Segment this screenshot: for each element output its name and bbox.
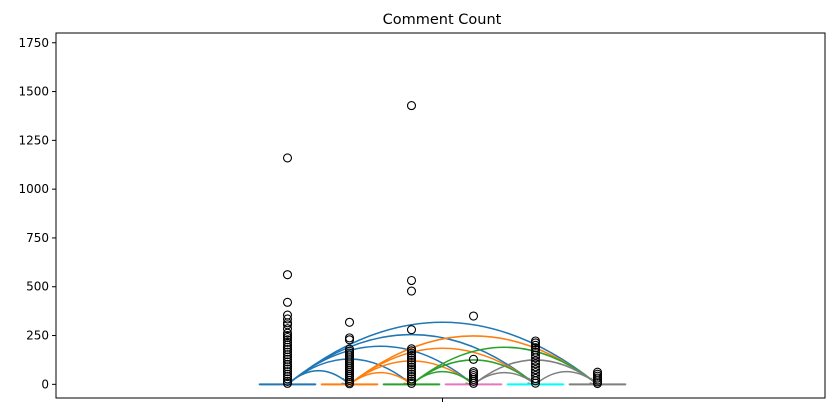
outlier-0-27 (282, 374, 293, 384)
outlier-0-20 (282, 357, 293, 367)
y-tick-label-7: 1750 (18, 36, 49, 50)
outlier-2-12 (406, 362, 417, 372)
arc-4 (287, 321, 598, 385)
outlier-0-4 (282, 314, 293, 324)
outlier-0-16 (282, 347, 293, 357)
outlier-0-17 (282, 350, 293, 360)
outlier-4-5 (530, 347, 541, 357)
outlier-0-23 (282, 364, 293, 374)
outlier-0-29 (282, 378, 293, 388)
outlier-2-15 (406, 369, 417, 379)
box-group-3 (444, 311, 503, 388)
outlier-4-11 (530, 365, 541, 375)
axes-layer: 0 250 500 750 1000 1250 1500 1750 (18, 32, 826, 402)
outlier-0-26 (282, 371, 293, 382)
box-group-5 (568, 367, 627, 389)
outlier-1-0 (344, 317, 355, 327)
outlier-1-21 (344, 379, 355, 389)
outlier-2-3 (406, 325, 417, 335)
outlier-2-14 (406, 367, 417, 377)
outlier-2-6 (406, 348, 417, 358)
outlier-4-14 (530, 373, 541, 384)
outlier-3-8 (468, 378, 479, 388)
outlier-1-2 (344, 335, 355, 345)
y-tick-label-6: 1500 (18, 85, 49, 99)
y-tick-label-4: 1000 (18, 182, 49, 196)
outlier-3-0 (468, 311, 479, 321)
outlier-0-13 (282, 340, 293, 350)
outlier-0-14 (282, 342, 293, 352)
outlier-2-10 (406, 357, 417, 368)
outlier-0-10 (282, 332, 293, 343)
outlier-4-9 (530, 359, 541, 369)
outlier-0-2 (282, 297, 293, 307)
outlier-4-1 (530, 338, 541, 348)
outlier-0-11 (282, 335, 293, 345)
box-group-1 (320, 317, 379, 389)
outlier-2-8 (406, 353, 417, 363)
outlier-2-9 (406, 355, 417, 365)
outlier-2-13 (406, 364, 417, 375)
outlier-4-3 (530, 343, 541, 353)
outlier-2-19 (406, 378, 417, 388)
outlier-0-15 (282, 345, 293, 355)
outlier-2-11 (406, 360, 417, 370)
plot-frame (55, 32, 826, 399)
outlier-2-0 (406, 101, 417, 111)
outlier-0-25 (282, 369, 293, 379)
outlier-2-5 (406, 346, 417, 356)
outlier-0-12 (282, 337, 293, 347)
outlier-3-1 (468, 354, 479, 364)
outlier-0-0 (282, 153, 293, 163)
arc-11 (411, 346, 598, 385)
y-tick-label-2: 500 (26, 280, 49, 294)
outlier-0-18 (282, 352, 293, 362)
outlier-2-2 (406, 286, 417, 296)
outlier-4-10 (530, 362, 541, 372)
outlier-2-7 (406, 350, 417, 360)
y-tick-label-5: 1250 (18, 133, 49, 147)
box-group-2 (382, 101, 441, 388)
outlier-4-8 (530, 356, 541, 366)
outlier-4-6 (530, 350, 541, 360)
outlier-4-2 (530, 340, 541, 350)
outlier-2-17 (406, 374, 417, 384)
outlier-4-15 (530, 376, 541, 386)
box-group-0 (258, 153, 317, 388)
outlier-0-21 (282, 359, 293, 369)
chart-title: Comment Count (383, 12, 502, 28)
boxes-layer (258, 101, 627, 389)
outlier-2-16 (406, 371, 417, 382)
outlier-4-16 (530, 378, 541, 388)
box-group-4 (506, 336, 565, 388)
outlier-0-8 (282, 328, 293, 338)
outlier-0-1 (282, 270, 293, 280)
outlier-0-22 (282, 362, 293, 372)
y-tick-label-0: 0 (41, 377, 49, 391)
outlier-0-24 (282, 367, 293, 377)
outlier-0-7 (282, 324, 293, 334)
y-tick-label-1: 250 (26, 329, 49, 343)
outlier-4-7 (530, 353, 541, 363)
outlier-2-1 (406, 275, 417, 286)
outlier-0-19 (282, 354, 293, 364)
y-tick-label-3: 750 (26, 231, 49, 245)
outlier-5-6 (592, 379, 603, 389)
